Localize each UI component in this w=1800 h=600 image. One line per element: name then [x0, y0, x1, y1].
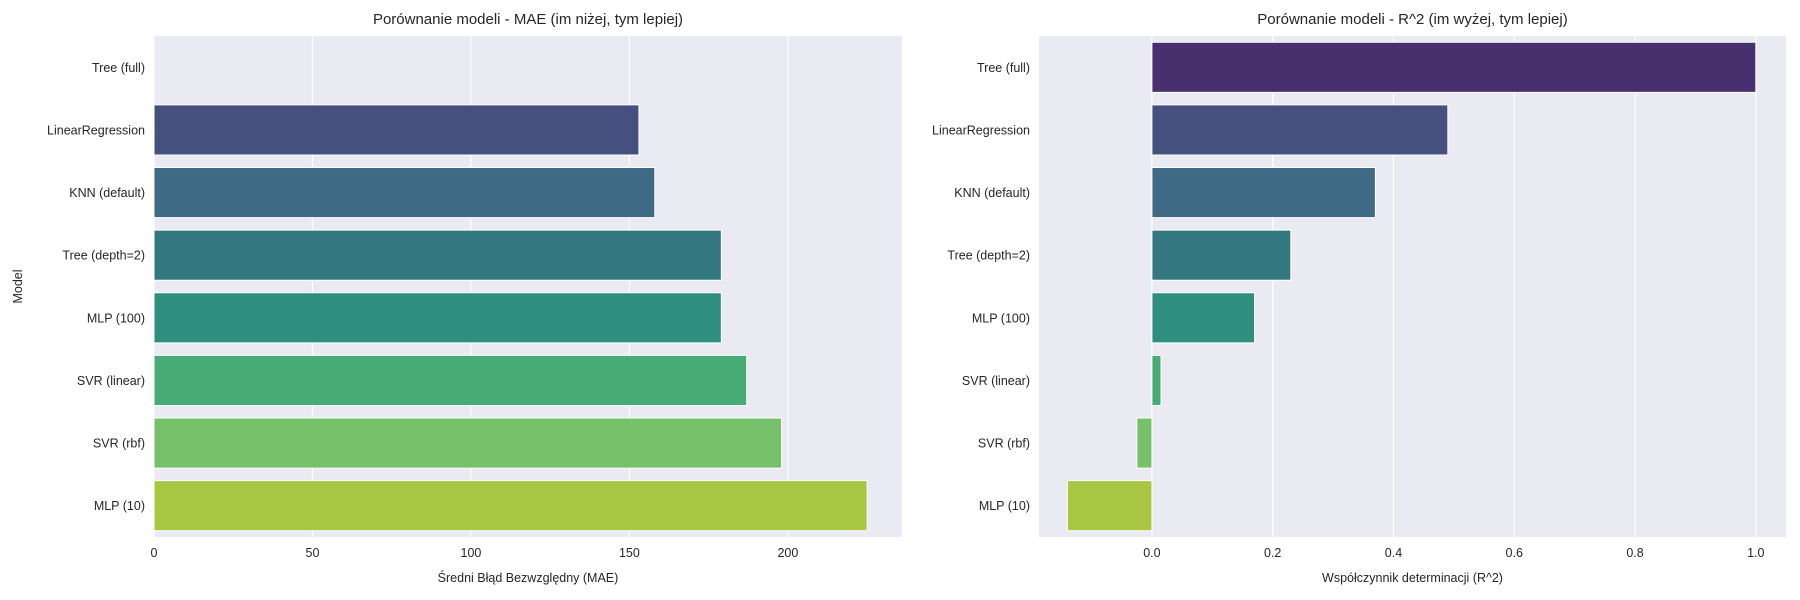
mae-chart-title: Porównanie modeli - MAE (im niżej, tym l… [373, 11, 683, 28]
r2-chart-title: Porównanie modeli - R^2 (im wyżej, tym l… [1257, 11, 1567, 28]
mae-y-tick-labels: Tree (full) LinearRegression KNN (default)… [47, 61, 145, 513]
mae-bar [153, 480, 868, 532]
r2-x-axis-label: Współczynnik determinacji (R^2) [1322, 571, 1503, 585]
mae-y-tick-label: SVR (rbf) [93, 437, 145, 451]
r2-y-tick-label: Tree (full) [977, 61, 1030, 75]
r2-bar [1136, 417, 1153, 469]
r2-x-tick-label: 0.2 [1264, 546, 1281, 560]
mae-y-tick-label: MLP (10) [94, 499, 145, 513]
r2-x-tick-label: 0.8 [1626, 546, 1643, 560]
mae-bar [153, 167, 656, 219]
mae-bar [153, 417, 783, 469]
r2-y-tick-label: SVR (linear) [962, 374, 1030, 388]
r2-y-tick-label: SVR (rbf) [978, 437, 1030, 451]
r2-bar [1151, 292, 1256, 344]
r2-bar [1066, 480, 1153, 532]
mae-bar [153, 229, 722, 281]
r2-bars [1066, 41, 1757, 532]
r2-y-tick-label: Tree (depth=2) [947, 249, 1030, 263]
mae-x-tick-label: 200 [777, 546, 798, 560]
mae-x-tick-labels: 0 50 100 150 200 [151, 546, 799, 560]
mae-chart-panel: Tree (full) LinearRegression KNN (default)… [11, 11, 902, 585]
r2-bar [1151, 41, 1757, 93]
r2-bar [1151, 104, 1449, 156]
mae-y-tick-label: LinearRegression [47, 123, 145, 137]
r2-y-tick-label: MLP (10) [979, 499, 1030, 513]
mae-y-tick-label: SVR (linear) [77, 374, 145, 388]
r2-y-tick-label: LinearRegression [932, 123, 1030, 137]
r2-y-tick-label: MLP (100) [972, 311, 1030, 325]
r2-y-tick-labels: Tree (full) LinearRegression KNN (default)… [932, 61, 1030, 513]
mae-y-tick-label: KNN (default) [69, 186, 145, 200]
r2-x-tick-label: 0.0 [1143, 546, 1160, 560]
mae-x-tick-label: 0 [151, 546, 158, 560]
r2-y-tick-label: KNN (default) [954, 186, 1030, 200]
r2-chart-panel: Tree (full) LinearRegression KNN (default)… [932, 11, 1786, 585]
mae-y-tick-label: MLP (100) [87, 311, 145, 325]
mae-y-tick-label: Tree (depth=2) [62, 249, 145, 263]
mae-bar [153, 292, 722, 344]
mae-y-axis-label: Model [11, 269, 25, 303]
r2-bar [1151, 354, 1162, 406]
r2-x-tick-label: 0.6 [1506, 546, 1523, 560]
mae-bar [153, 354, 748, 406]
r2-bar [1151, 167, 1376, 219]
mae-x-axis-label: Średni Błąd Bezwzględny (MAE) [438, 570, 619, 585]
mae-x-tick-label: 150 [619, 546, 640, 560]
r2-x-tick-label: 1.0 [1747, 546, 1764, 560]
r2-x-tick-label: 0.4 [1385, 546, 1402, 560]
mae-bar [153, 104, 640, 156]
mae-x-tick-label: 100 [461, 546, 482, 560]
r2-bar [1151, 229, 1292, 281]
mae-x-tick-label: 50 [306, 546, 320, 560]
mae-y-tick-label: Tree (full) [92, 61, 145, 75]
r2-x-tick-labels: 0.0 0.2 0.4 0.6 0.8 1.0 [1143, 546, 1764, 560]
mae-bars [153, 104, 868, 532]
